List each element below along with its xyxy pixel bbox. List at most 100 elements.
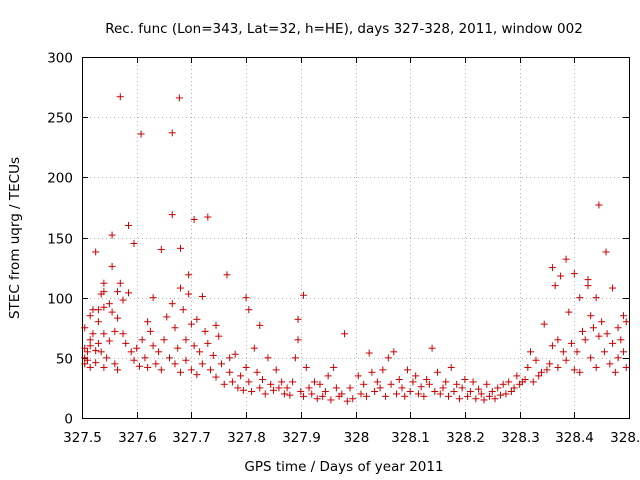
data-point bbox=[483, 380, 491, 388]
data-point bbox=[111, 327, 119, 335]
data-series bbox=[81, 93, 630, 405]
data-point bbox=[554, 363, 562, 371]
data-point bbox=[168, 211, 176, 219]
data-point bbox=[256, 384, 264, 392]
data-point bbox=[100, 330, 108, 338]
data-point bbox=[152, 360, 160, 368]
data-point bbox=[548, 264, 556, 272]
data-point bbox=[130, 356, 138, 364]
data-point bbox=[475, 385, 483, 393]
data-point bbox=[360, 380, 368, 388]
data-point bbox=[589, 324, 597, 332]
data-point bbox=[535, 372, 543, 380]
data-point bbox=[310, 378, 318, 386]
data-point bbox=[395, 375, 403, 383]
data-point bbox=[94, 339, 102, 347]
data-point bbox=[477, 390, 485, 398]
data-point bbox=[294, 336, 302, 344]
x-tick-label: 328.3 bbox=[501, 430, 540, 446]
data-point bbox=[436, 390, 444, 398]
x-axis: 327.5 327.6 327.7 327.8 327.9 328 328.1 328.2 32… bbox=[63, 57, 640, 446]
data-point bbox=[559, 348, 567, 356]
data-point bbox=[332, 384, 340, 392]
data-point bbox=[373, 378, 381, 386]
data-point bbox=[226, 368, 234, 376]
data-point bbox=[127, 348, 135, 356]
grid bbox=[82, 57, 629, 418]
data-point bbox=[275, 384, 283, 392]
data-point bbox=[570, 270, 578, 278]
data-point bbox=[100, 363, 108, 371]
data-point bbox=[543, 366, 551, 374]
data-point bbox=[551, 282, 559, 290]
x-tick-label: 327.9 bbox=[282, 430, 321, 446]
data-point bbox=[100, 288, 108, 296]
data-point bbox=[494, 384, 502, 392]
data-point bbox=[149, 342, 157, 350]
data-point bbox=[554, 336, 562, 344]
data-point bbox=[327, 396, 335, 404]
data-point bbox=[174, 344, 182, 352]
data-point bbox=[308, 390, 316, 398]
data-point bbox=[171, 360, 179, 368]
data-point bbox=[379, 366, 387, 374]
data-point bbox=[201, 327, 209, 335]
data-point bbox=[182, 356, 190, 364]
data-point bbox=[384, 354, 392, 362]
data-point bbox=[595, 332, 603, 340]
data-point bbox=[176, 244, 184, 252]
data-point bbox=[294, 315, 302, 323]
data-point bbox=[505, 378, 513, 386]
data-point bbox=[190, 215, 198, 223]
data-point bbox=[617, 336, 625, 344]
data-point bbox=[434, 368, 442, 376]
data-point bbox=[382, 392, 390, 400]
data-point bbox=[272, 366, 280, 374]
data-point bbox=[280, 390, 288, 398]
data-point bbox=[133, 344, 141, 352]
data-point bbox=[540, 320, 548, 328]
data-point bbox=[620, 312, 628, 320]
data-point bbox=[387, 380, 395, 388]
data-point bbox=[502, 390, 510, 398]
data-point bbox=[305, 384, 313, 392]
x-tick-label: 327.5 bbox=[63, 430, 102, 446]
data-point bbox=[587, 312, 595, 320]
data-point bbox=[168, 129, 176, 137]
data-point bbox=[234, 384, 242, 392]
data-point bbox=[261, 390, 269, 398]
data-point bbox=[130, 240, 138, 248]
x-tick-label: 327.8 bbox=[227, 430, 266, 446]
data-point bbox=[100, 279, 108, 287]
data-point bbox=[248, 388, 256, 396]
data-point bbox=[584, 282, 592, 290]
data-point bbox=[357, 390, 365, 398]
data-point bbox=[401, 392, 409, 400]
data-point bbox=[548, 342, 556, 350]
data-point bbox=[155, 348, 163, 356]
data-point bbox=[114, 288, 122, 296]
data-point bbox=[349, 395, 357, 403]
data-point bbox=[144, 318, 152, 326]
data-point bbox=[302, 363, 310, 371]
data-point bbox=[166, 354, 174, 362]
data-point bbox=[269, 386, 277, 394]
data-point bbox=[242, 294, 250, 302]
data-point bbox=[160, 336, 168, 344]
data-point bbox=[187, 320, 195, 328]
data-point bbox=[237, 372, 245, 380]
data-point bbox=[398, 384, 406, 392]
data-point bbox=[423, 375, 431, 383]
data-point bbox=[409, 378, 417, 386]
data-point bbox=[94, 318, 102, 326]
data-point bbox=[283, 384, 291, 392]
data-point bbox=[245, 306, 253, 314]
data-point bbox=[414, 390, 422, 398]
data-point bbox=[92, 248, 100, 256]
data-point bbox=[212, 321, 220, 329]
data-point bbox=[100, 303, 108, 311]
data-point bbox=[231, 350, 239, 358]
data-point bbox=[330, 363, 338, 371]
data-point bbox=[587, 354, 595, 362]
x-tick-label: 328.5 bbox=[610, 430, 640, 446]
